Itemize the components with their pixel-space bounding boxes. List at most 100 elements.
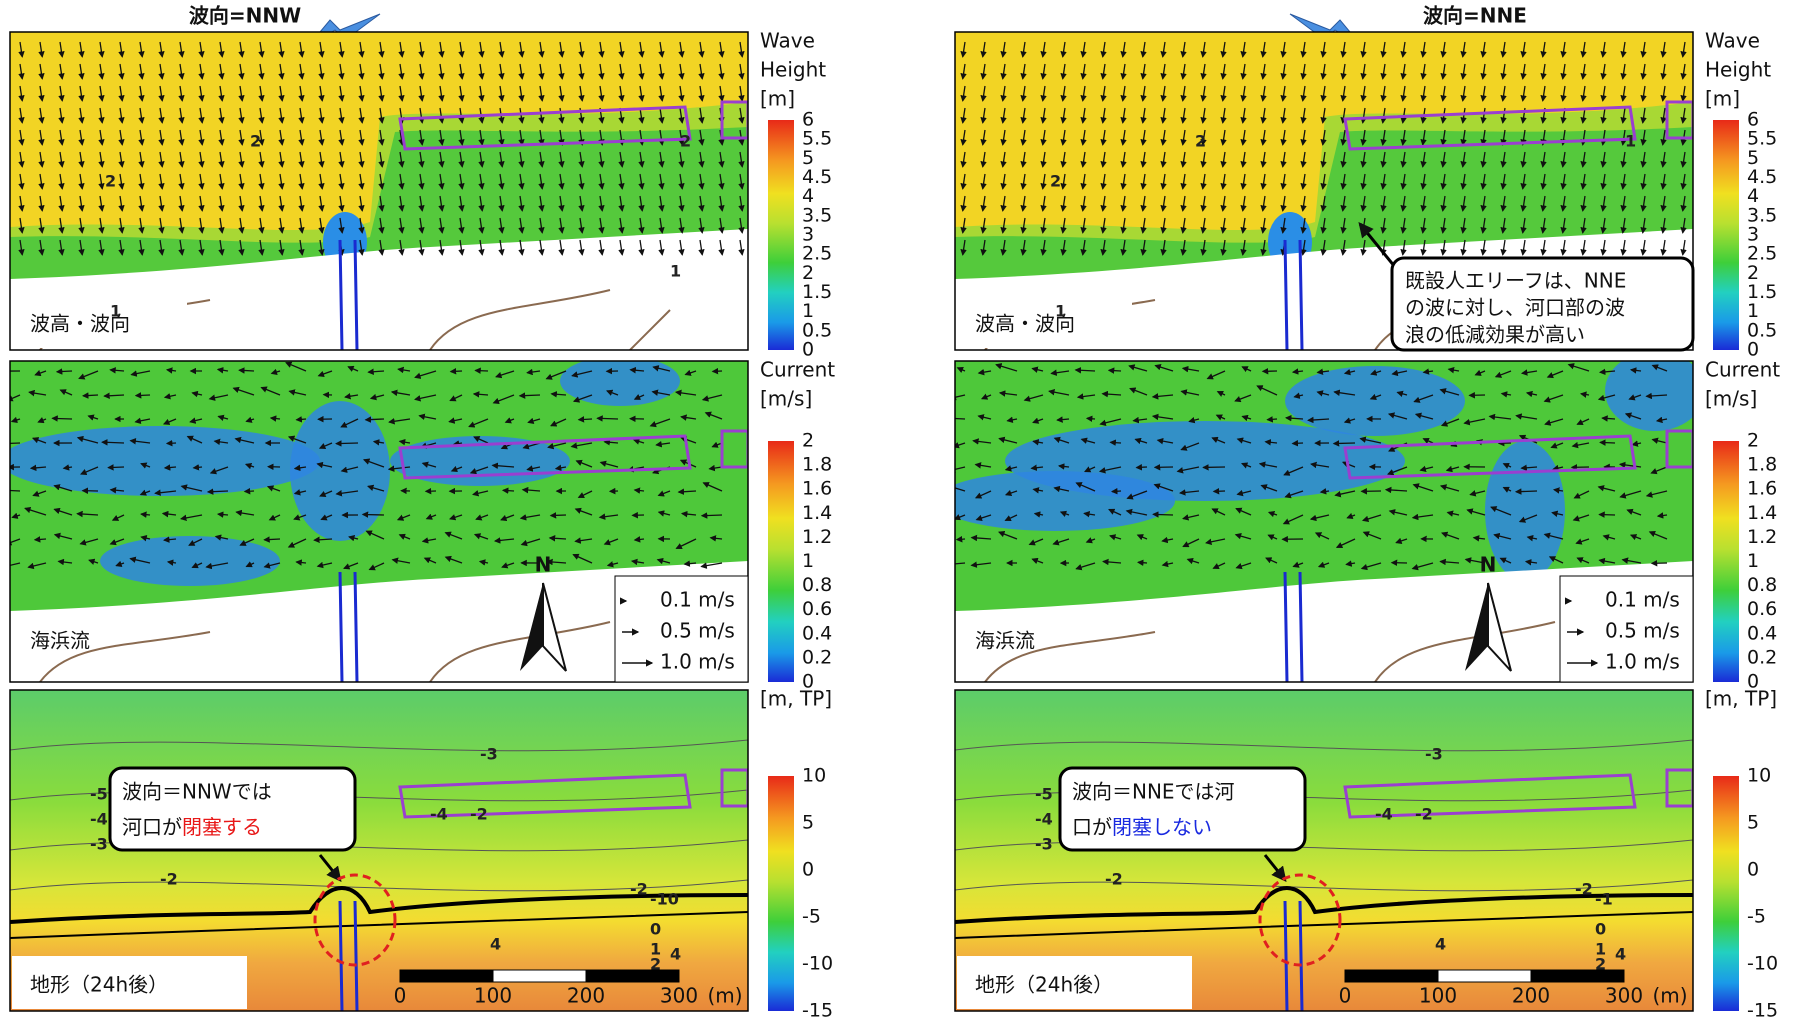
vector-arrow [340,418,359,428]
contour-label: -2 [1415,805,1433,824]
callout-highlight: 閉塞する [182,815,262,839]
vector-arrow [348,534,359,542]
vector-arrow [458,151,465,168]
vector-arrow [358,151,365,168]
colorbar-tick-label: 0.8 [802,574,832,596]
vector-arrow [500,514,515,521]
vector-arrow [138,173,145,190]
vector-arrow [684,369,697,376]
vector-arrow [1101,390,1122,398]
vector-arrow [398,239,405,256]
colorbar-tick-label: 0.2 [1747,646,1777,668]
vector-arrow [37,417,47,424]
vector-arrow [1300,217,1307,234]
vector-arrow [1620,239,1627,256]
vector-arrow [1460,195,1467,212]
vector-arrow [1580,173,1587,190]
vector-arrow [458,195,465,212]
vector-arrow [606,389,619,396]
vector-arrow [1400,85,1407,102]
vector-arrow [398,151,405,168]
vector-arrow [458,173,465,190]
colorbar-tick-label: 0.6 [1747,598,1777,620]
vector-arrow [1380,129,1387,146]
vector-arrow [76,435,99,444]
colorbar-tick-label: -5 [1747,906,1766,928]
vector-arrow [718,41,725,58]
reef-small [1665,100,1693,140]
vector-arrow [378,217,385,234]
vector-arrow [1660,239,1667,256]
vector-arrow [450,465,463,473]
vector-arrow [1120,195,1127,212]
vector-arrow [178,151,185,168]
vector-arrow [1340,195,1347,212]
vector-arrow [1660,63,1667,80]
colorbar-tick-label: 0 [802,339,814,361]
vector-arrow [53,532,73,540]
vector-arrow [1300,129,1307,146]
vector-arrow [960,217,967,234]
vector-arrow [298,151,305,168]
vector-arrow [1300,85,1307,102]
colorbar [1713,441,1739,682]
vector-arrow [358,41,365,58]
vector-arrow [438,239,445,256]
vector-arrow [980,195,987,212]
vector-arrow [603,538,619,546]
vector-arrow [338,129,345,146]
vector-arrow [577,490,593,499]
vector-arrow [618,195,625,212]
vector-arrow [278,173,285,190]
vector-arrow [1100,41,1107,58]
slow-current-area [10,426,320,496]
vector-arrow [1340,85,1347,102]
vector-arrow [338,107,345,124]
colorbar-tick-label: 2 [1747,430,1759,452]
vector-arrow [118,239,125,256]
vector-arrow [391,557,411,564]
vector-arrow [658,107,665,124]
vector-arrow [1080,217,1087,234]
slow-current-area [955,471,1175,531]
colorbar-tick-label: -15 [1747,1000,1778,1020]
colorbar-tick-label: 1.5 [802,281,832,303]
vector-arrow [298,173,305,190]
vector-arrow [1400,217,1407,234]
vector-arrow [58,195,65,212]
colorbar-tick-label: 1 [1747,300,1759,322]
vector-arrow [538,217,545,234]
vector-arrow [118,151,125,168]
vector-arrow [980,239,987,256]
vector-arrow [1180,389,1200,396]
vector-arrow [1040,217,1047,234]
vector-arrow [1420,63,1427,80]
vector-arrow [1560,63,1567,80]
vector-arrow [702,482,723,492]
panel-label: 海浜流 [975,629,1035,653]
panel: 波高・波向22111既設人エリーフは、NNEの波に対し、河口部の波浪の低減効果が… [954,31,1695,352]
vector-arrow [1460,63,1467,80]
vector-arrow [1100,195,1107,212]
vector-arrow [238,195,245,212]
vector-arrow [198,173,205,190]
vector-arrow [558,173,565,190]
vector-arrow [475,514,489,521]
vector-arrow [960,195,967,212]
vector-arrow [269,415,281,422]
reef-small [720,429,748,469]
callout-box [1390,256,1695,352]
vector-arrow [238,107,245,124]
vector-arrow [1136,559,1148,566]
vector-arrow [198,129,205,146]
vector-arrow [1020,107,1027,124]
vector-arrow [1640,63,1647,80]
callout-text: 口が [1072,815,1112,839]
colorbar-tick-label: 1.4 [1747,502,1777,524]
callout-line: 既設人エリーフは、NNE [1405,269,1626,293]
vector-arrow [638,239,645,256]
vector-arrow [1000,151,1007,168]
vector-arrow [1480,239,1487,256]
scale-segment [585,969,680,983]
scale-segment [1344,969,1439,983]
